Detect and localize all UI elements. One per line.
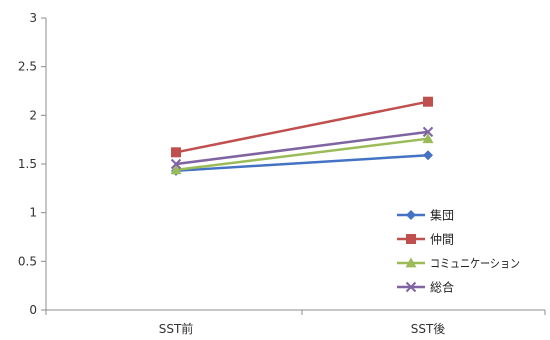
legend-label: 集団	[430, 208, 454, 223]
legend-marker	[406, 234, 416, 244]
data-point	[170, 164, 182, 175]
legend-marker	[405, 257, 417, 268]
legend-entry: 集団	[397, 208, 454, 223]
y-tick-label: 3	[29, 11, 37, 25]
data-point	[422, 133, 434, 144]
legend-label: コミュニケーション	[430, 257, 520, 271]
legend-entry: 総合	[397, 280, 454, 295]
series-line	[175, 137, 429, 172]
y-tick-label: 1.5	[18, 157, 37, 171]
data-point	[423, 96, 433, 107]
series-line	[175, 153, 429, 173]
series-line	[175, 130, 429, 166]
data-point	[422, 126, 434, 138]
y-tick-label: 0.5	[18, 254, 37, 268]
y-tick-label: 2.5	[18, 60, 37, 74]
data-point	[170, 158, 182, 170]
data-point	[423, 150, 433, 161]
legend-entry: 仲間	[397, 233, 454, 247]
legend-label: 総合	[430, 280, 454, 295]
series-3	[170, 126, 434, 170]
y-tick-label: 2	[29, 108, 37, 122]
series-2	[170, 133, 434, 175]
legend-label: 仲間	[430, 233, 454, 247]
x-tick-label: SST後	[411, 322, 446, 336]
x-tick-label: SST前	[159, 321, 194, 336]
y-tick-label: 1	[29, 206, 37, 220]
legend-marker	[406, 210, 416, 220]
series-layer	[170, 96, 434, 176]
y-tick-label: 0	[29, 303, 37, 317]
legend-marker	[405, 281, 417, 293]
axes: 0 0.5 1 1.5 2 2.5 3 SST前 SST後	[18, 11, 546, 336]
series-1	[171, 96, 433, 158]
data-point	[171, 147, 181, 158]
series-line	[175, 100, 429, 154]
legend-entry: コミュニケーション	[397, 257, 520, 271]
